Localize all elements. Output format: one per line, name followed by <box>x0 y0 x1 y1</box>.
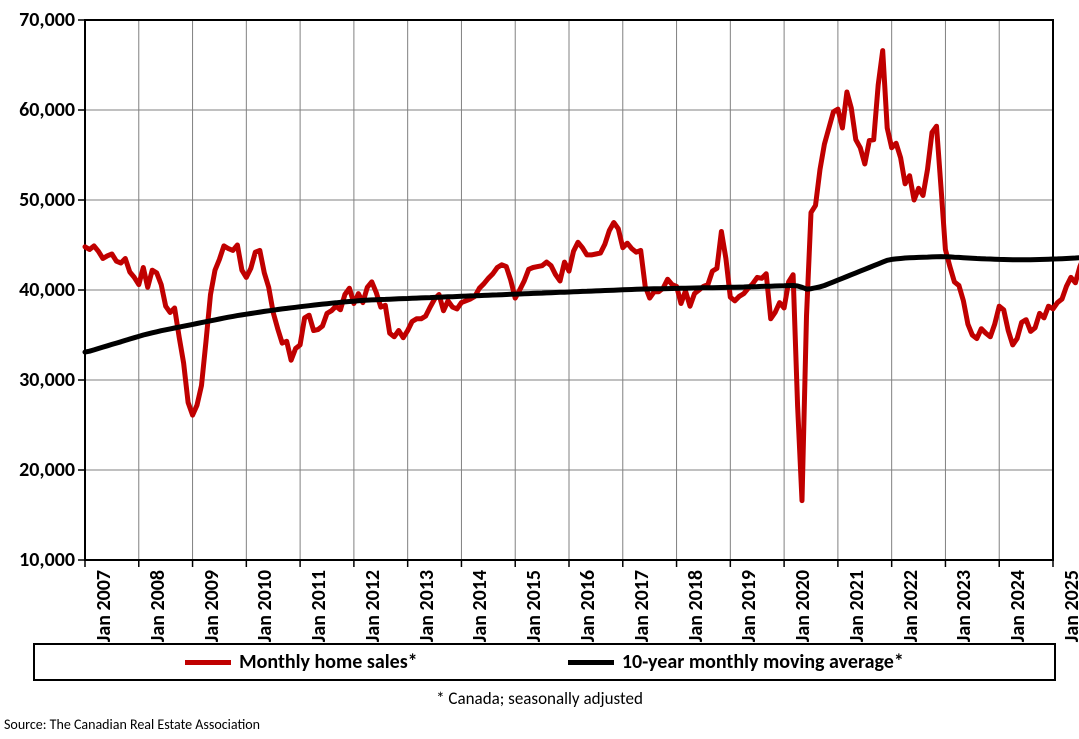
legend-swatch <box>185 660 231 665</box>
figure-frame: 10,000 20,000 30,000 40,000 50,000 60,000 70,0… <box>0 0 1079 739</box>
legend-label: Monthly home sales* <box>239 650 417 674</box>
source-attribution: Source: The Canadian Real Estate Associa… <box>4 716 260 733</box>
y-tick-label: 20,000 <box>19 458 75 482</box>
legend-item: Monthly home sales* <box>185 650 417 674</box>
legend-swatch <box>568 660 614 665</box>
legend: Monthly home sales* 10-year monthly movin… <box>33 643 1056 681</box>
legend-label: 10-year monthly moving average* <box>622 650 904 674</box>
chart-footnote: * Canada; seasonally adjusted <box>0 688 1079 709</box>
y-tick-label: 30,000 <box>19 368 75 392</box>
y-tick-label: 70,000 <box>19 8 75 32</box>
y-tick-label: 60,000 <box>19 98 75 122</box>
x-tick-label: Jan 2025 <box>1060 570 1079 670</box>
y-tick-label: 40,000 <box>19 278 75 302</box>
y-tick-label: 50,000 <box>19 188 75 212</box>
y-tick-label: 10,000 <box>19 548 75 572</box>
legend-item: 10-year monthly moving average* <box>568 650 904 674</box>
